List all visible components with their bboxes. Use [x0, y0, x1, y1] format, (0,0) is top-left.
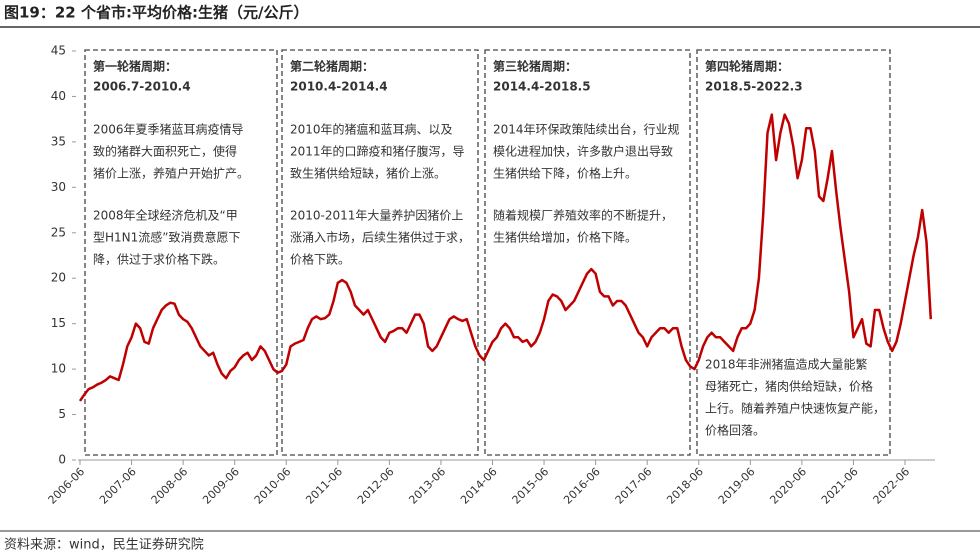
cycle-note: 模化进程加快，许多散户退出导致: [493, 144, 673, 159]
cycle-note: 价格下跌。: [290, 252, 350, 267]
cycle-period: 2010.4-2014.4: [290, 80, 388, 94]
cycle-note: 2018年非洲猪瘟造成大量能繁: [705, 357, 868, 372]
cycle-note: 2010年的猪瘟和蓝耳病、以及: [290, 122, 453, 137]
cycle-note: 随着规模厂养殖效率的不断提升，: [493, 208, 673, 223]
cycle-period: 2018.5-2022.3: [705, 80, 803, 94]
x-tick-label: 2019-06: [716, 465, 758, 507]
x-tick-label: 2015-06: [510, 465, 552, 507]
cycle-note: 2010-2011年大量养护因猪价上: [290, 208, 463, 223]
y-tick-label: 15: [51, 316, 66, 330]
x-tick-label: 2012-06: [355, 465, 397, 507]
cycle-box: [84, 49, 278, 456]
y-tick-label: 40: [51, 89, 66, 103]
cycle-box: [484, 49, 691, 456]
x-tick-label: 2022-06: [871, 465, 913, 507]
x-tick-label: 2007-06: [97, 465, 139, 507]
y-tick-label: 0: [58, 453, 66, 467]
cycle-note: 致生猪供给短缺，猪价上涨。: [290, 166, 446, 181]
x-tick-label: 2013-06: [406, 465, 448, 507]
cycle-box: [696, 49, 891, 456]
x-tick-label: 2016-06: [561, 465, 603, 507]
cycle-note: 2014年环保政策陆续出台，行业规: [493, 122, 680, 137]
source: 资料来源：wind，民生证券研究院: [4, 537, 204, 553]
x-tick-label: 2018-06: [664, 465, 706, 507]
cycle-note: 2006年夏季猪蓝耳病疫情导: [93, 122, 244, 137]
price-line: [78, 113, 933, 402]
cycle-note: 降，供过于求价格下跌。: [93, 252, 225, 267]
cycle-title: 第二轮猪周期：: [290, 59, 374, 74]
cycle-note: 母猪死亡，猪肉供给短缺，价格: [705, 379, 873, 394]
cycle-box: [281, 49, 479, 456]
cycle-note: 型H1N1流感”致消费意愿下: [93, 230, 241, 245]
cycle-title: 第四轮猪周期：: [705, 59, 789, 74]
cycle-note: 上行。随着养殖户快速恢复产能，: [705, 401, 885, 416]
cycle-period: 2006.7-2010.4: [93, 80, 191, 94]
y-tick-label: 25: [51, 225, 66, 239]
chart-title: 图19：22 个省市:平均价格:生猪（元/公斤）: [4, 4, 308, 22]
x-tick-label: 2017-06: [613, 465, 655, 507]
y-tick-label: 20: [51, 271, 66, 285]
cycle-note: 致的猪群大面积死亡，使得: [93, 144, 237, 159]
x-tick-label: 2010-06: [252, 465, 294, 507]
cycle-note: 生猪供给增加，价格下降。: [493, 230, 637, 245]
cycle-note: 2011年的口蹄疫和猪仔腹泻，导: [290, 144, 465, 159]
y-tick-label: 35: [51, 134, 66, 148]
cycle-note: 涨涌入市场，后续生猪供过于求，: [290, 230, 470, 245]
x-tick-label: 2006-06: [46, 465, 88, 507]
y-tick-label: 30: [51, 180, 66, 194]
cycle-period: 2014.4-2018.5: [493, 80, 591, 94]
x-tick-label: 2009-06: [200, 465, 242, 507]
cycle-note: 价格回落。: [705, 423, 765, 438]
cycle-note: 猪价上涨，养殖户开始扩产。: [93, 166, 249, 181]
x-tick-label: 2008-06: [149, 465, 191, 507]
y-tick-label: 5: [58, 407, 66, 421]
x-tick-label: 2011-06: [303, 465, 345, 507]
cycle-note: 生猪供给下降，价格上升。: [493, 166, 637, 181]
x-tick-label: 2021-06: [819, 465, 861, 507]
x-tick-label: 2020-06: [767, 465, 809, 507]
cycle-note: 2008年全球经济危机及“甲: [93, 208, 238, 223]
y-tick-label: 10: [51, 362, 66, 376]
x-tick-label: 2014-06: [458, 465, 500, 507]
cycle-title: 第一轮猪周期：: [93, 59, 177, 74]
y-tick-label: 45: [51, 44, 66, 58]
cycle-title: 第三轮猪周期：: [493, 59, 577, 74]
